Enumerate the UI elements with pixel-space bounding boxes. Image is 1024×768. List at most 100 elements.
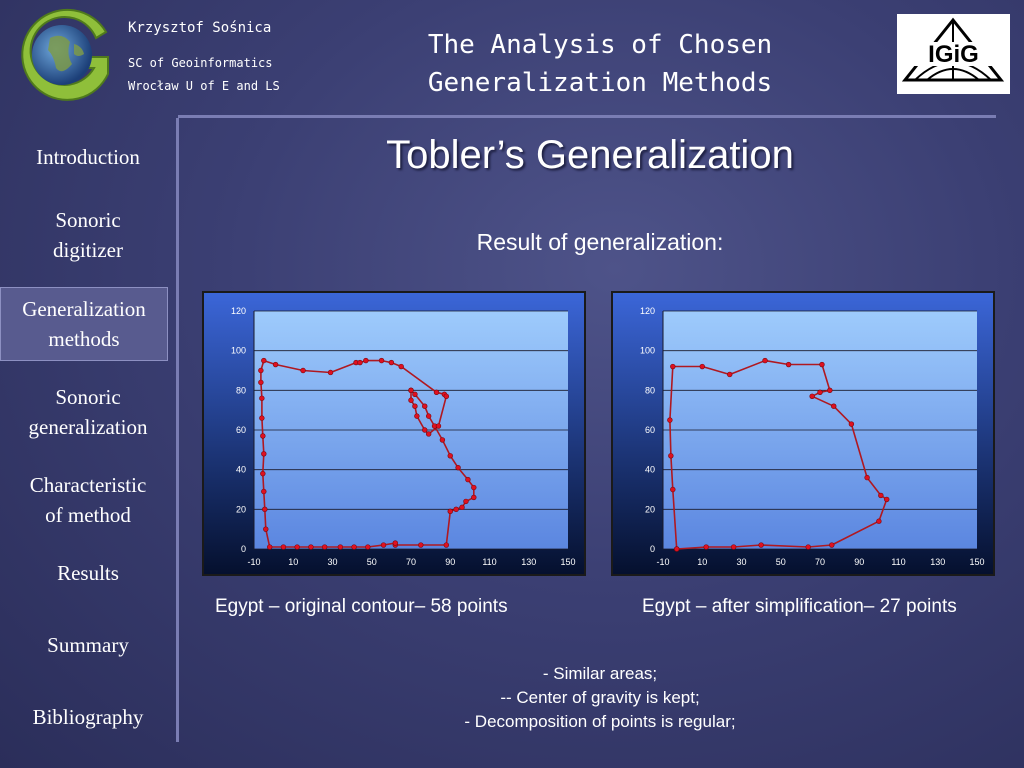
x-tick-label: 70 <box>815 557 825 567</box>
slide-title: Tobler’s Generalization <box>386 133 794 177</box>
presentation-title-line2: Generalization Methods <box>427 68 773 98</box>
data-point <box>261 357 267 364</box>
y-tick-label: 20 <box>236 504 246 514</box>
chart-original-contour: 0 20 40 60 80 100 120 -10 10 30 50 70 90 110 130 150 <box>202 291 586 576</box>
igig-logo: IGiG <box>897 14 1010 94</box>
data-point <box>262 506 268 513</box>
x-tick-label: 150 <box>560 557 575 567</box>
x-tick-label: -10 <box>247 557 260 567</box>
sidebar-item-label: generalization <box>28 415 148 439</box>
data-point <box>459 504 465 511</box>
x-tick-label: 30 <box>736 557 746 567</box>
presentation-title-line1: The Analysis of Chosen <box>427 30 773 60</box>
chart-original-svg: 0 20 40 60 80 100 120 -10 10 30 50 70 90 110 130 150 <box>204 293 584 574</box>
data-point <box>408 397 414 403</box>
data-point <box>453 506 459 513</box>
chart-simplified-contour: 0 20 40 60 80 100 120 -10 10 30 50 70 90 110 130 150 <box>611 291 995 576</box>
data-point <box>263 526 269 532</box>
sidebar-item-label: Sonoric <box>55 385 121 409</box>
note-item: - Similar areas; <box>542 664 658 683</box>
x-tick-label: 10 <box>288 557 298 567</box>
data-point <box>433 389 440 396</box>
data-point <box>260 433 266 439</box>
data-point <box>258 379 264 386</box>
data-point <box>848 421 855 427</box>
data-point <box>762 357 768 364</box>
sidebar-item-sonoric-generalization[interactable]: Sonoric generalization <box>0 382 176 442</box>
x-tick-label: 90 <box>445 557 455 567</box>
sidebar-item-results[interactable]: Results <box>0 558 176 588</box>
data-point <box>831 403 837 409</box>
data-point <box>817 389 823 396</box>
x-tick-label: -10 <box>656 557 669 567</box>
y-tick-label: 60 <box>236 425 246 435</box>
data-point <box>668 453 674 459</box>
y-tick-label: 0 <box>241 544 246 554</box>
data-point <box>443 393 450 399</box>
sidebar-item-introduction[interactable]: Introduction <box>0 142 176 172</box>
y-tick-label: 60 <box>645 425 655 435</box>
presentation-title: The Analysis of Chosen Generalization Me… <box>380 26 820 102</box>
data-point <box>272 361 279 368</box>
sidebar-item-characteristic-of-method[interactable]: Characteristic of method <box>0 470 176 530</box>
data-point <box>308 544 314 550</box>
y-tick-label: 40 <box>236 465 246 475</box>
data-point <box>260 470 266 477</box>
slide-subtitle: Result of generalization: <box>476 229 724 255</box>
y-tick-label: 120 <box>231 306 246 316</box>
data-point <box>455 464 461 471</box>
x-tick-label: 50 <box>776 557 786 567</box>
data-point <box>422 427 428 433</box>
data-point <box>363 357 369 364</box>
data-point <box>412 403 418 409</box>
sidebar-item-bibliography[interactable]: Bibliography <box>0 702 176 732</box>
data-point <box>819 361 825 368</box>
data-point <box>337 544 344 550</box>
author-unit: SC of Geoinformatics <box>128 56 273 70</box>
author-university: Wrocław U of E and LS <box>128 79 280 93</box>
data-point <box>258 367 264 374</box>
y-tick-label: 0 <box>650 544 655 554</box>
sidebar-item-label: Generalization <box>22 297 146 321</box>
sidebar-item-sonoric-digitizer[interactable]: Sonoric digitizer <box>0 205 176 265</box>
data-point <box>422 403 428 409</box>
data-point <box>758 542 764 548</box>
data-point <box>465 476 471 483</box>
data-point <box>327 369 334 376</box>
sidebar-item-generalization-methods[interactable]: Generalization methods <box>0 287 168 361</box>
sidebar-item-label: Sonoric <box>55 208 121 232</box>
sidebar-divider <box>176 118 179 742</box>
caption-simplified: Egypt – after simplification– 27 points <box>642 596 957 617</box>
data-point <box>351 544 357 550</box>
geoinformatics-globe-logo <box>21 8 109 101</box>
x-tick-label: 130 <box>930 557 945 567</box>
x-tick-label: 90 <box>854 557 864 567</box>
data-point <box>730 544 737 550</box>
data-point <box>321 544 328 550</box>
series-line <box>260 359 475 548</box>
x-tick-label: 10 <box>697 557 707 567</box>
x-tick-label: 70 <box>406 557 416 567</box>
data-point <box>414 413 420 419</box>
data-point <box>425 431 432 437</box>
data-point <box>805 544 811 550</box>
data-point <box>378 357 385 364</box>
data-point <box>876 518 882 524</box>
igig-logo-text: IGiG <box>928 41 979 68</box>
author-name: Krzysztof Sośnica <box>128 20 272 36</box>
y-tick-label: 80 <box>645 385 655 395</box>
sidebar-item-summary[interactable]: Summary <box>0 630 176 660</box>
data-point <box>398 363 404 370</box>
note-item: -- Center of gravity is kept; <box>500 688 700 707</box>
data-point <box>388 359 395 366</box>
sidebar-item-label: of method <box>45 503 131 527</box>
data-point <box>435 423 442 429</box>
x-tick-label: 50 <box>367 557 377 567</box>
data-point <box>809 393 815 399</box>
x-tick-label: 110 <box>482 557 496 567</box>
data-point <box>439 437 446 443</box>
note-item: - Decomposition of points is regular; <box>464 712 736 731</box>
y-tick-label: 40 <box>645 465 655 475</box>
data-point <box>463 498 469 505</box>
data-point <box>471 494 477 501</box>
